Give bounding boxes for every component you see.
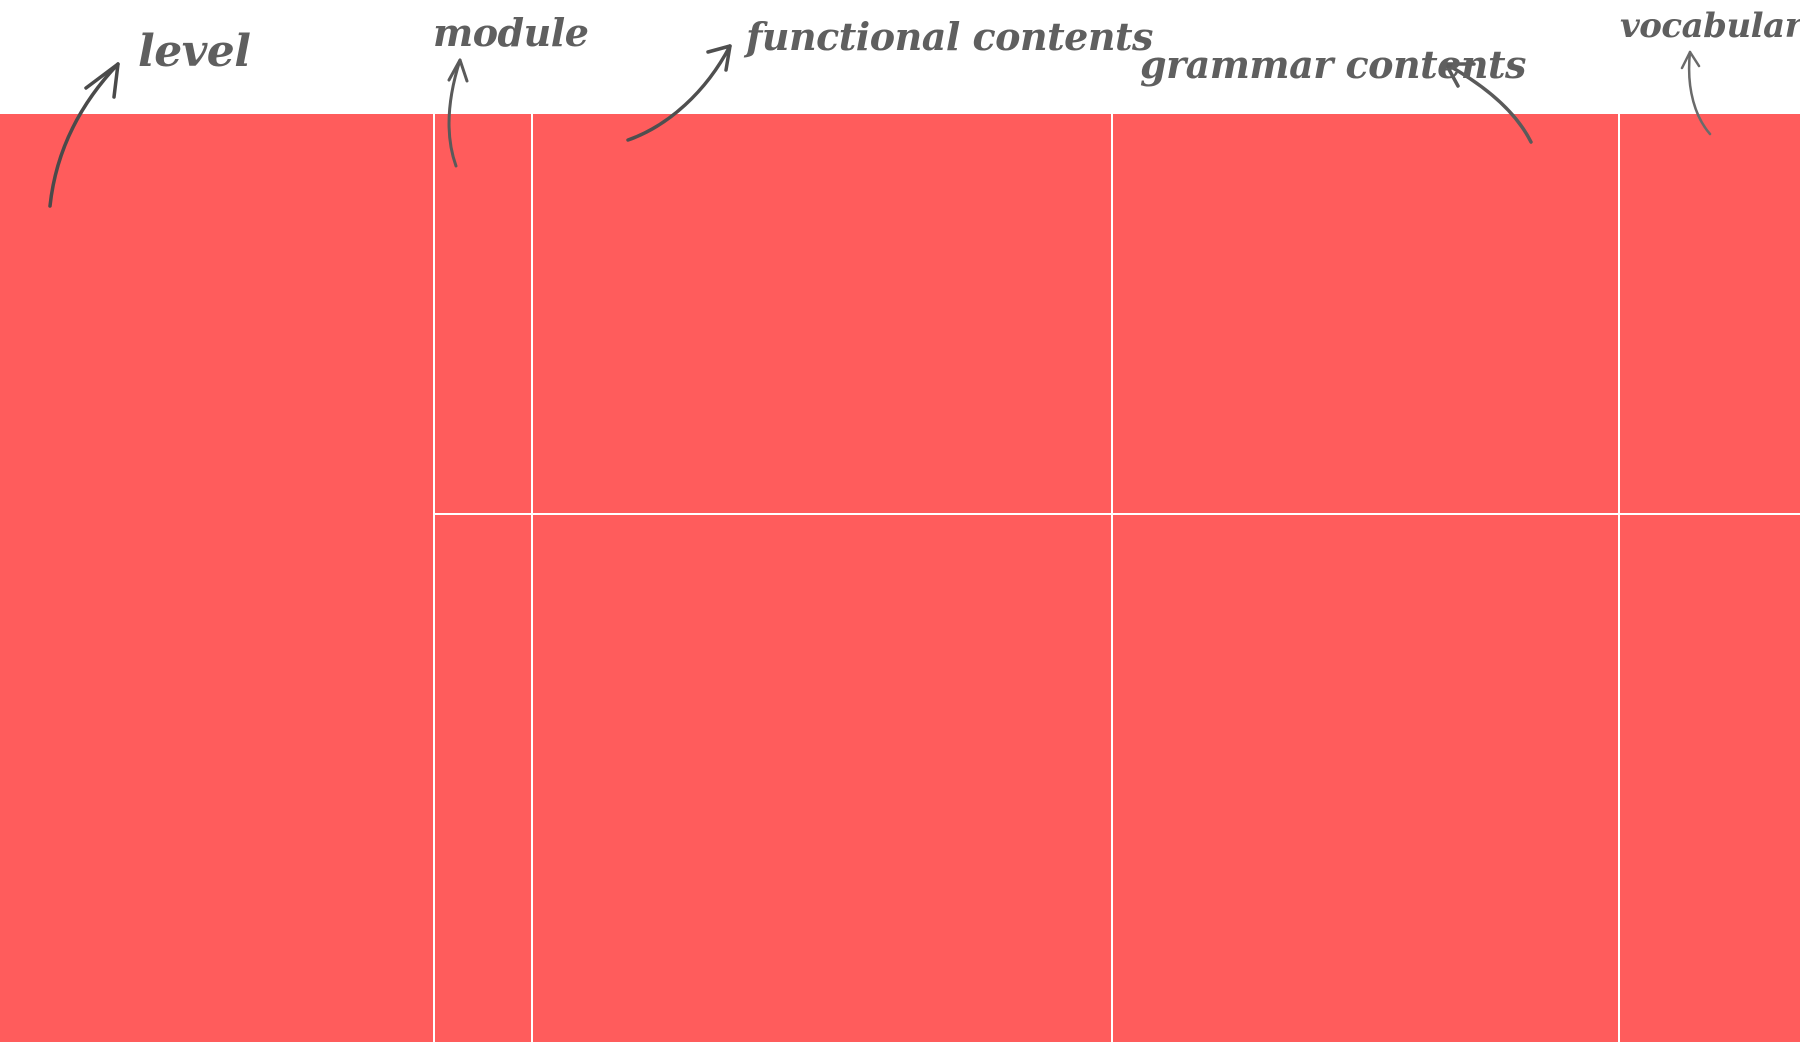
functional-contents-label: functional contents xyxy=(746,14,1153,59)
functional-cell-row1 xyxy=(533,114,1111,513)
module-cell-row1 xyxy=(435,114,531,513)
grammar-contents-arrow xyxy=(1444,62,1533,144)
functional-contents-arrow xyxy=(626,44,732,142)
vocabulary-cell-row2 xyxy=(1620,515,1800,1042)
table-grid xyxy=(0,114,1800,1042)
module-cell-row2 xyxy=(435,515,531,1042)
vocabulary-cell-row1 xyxy=(1620,114,1800,513)
level-cell xyxy=(0,114,433,1042)
grammar-cell-row2 xyxy=(1113,515,1618,1042)
level-label: level xyxy=(138,26,251,77)
grammar-cell-row1 xyxy=(1113,114,1618,513)
grammar-contents-label: grammar contents xyxy=(1140,42,1526,87)
vocabulary-label: vocabulary xyxy=(1620,6,1800,46)
vocabulary-arrow xyxy=(1680,50,1712,136)
level-arrow xyxy=(48,62,120,208)
functional-cell-row2 xyxy=(533,515,1111,1042)
module-arrow xyxy=(447,58,469,168)
module-label: module xyxy=(433,10,589,55)
